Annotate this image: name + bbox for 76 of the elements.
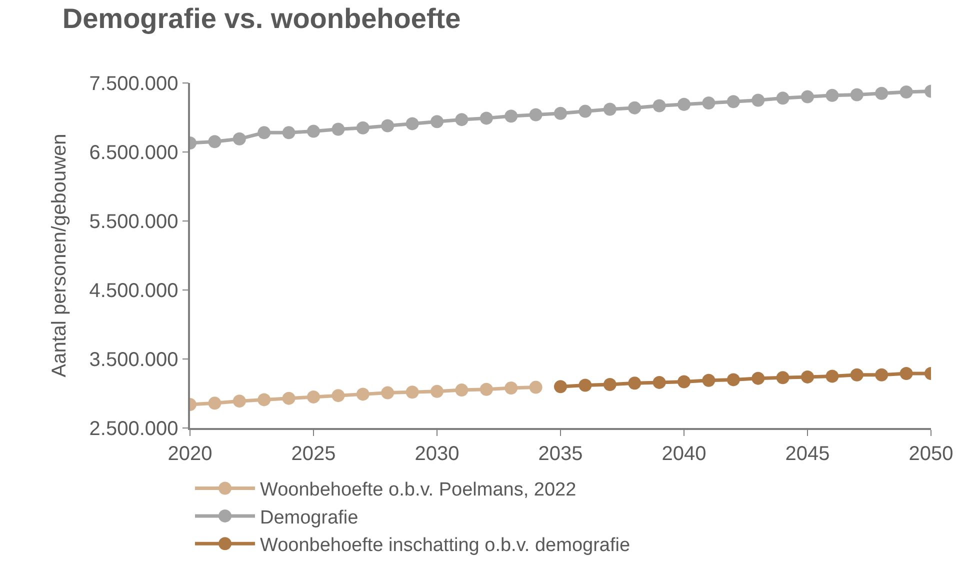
point xyxy=(455,113,468,126)
point xyxy=(504,110,518,123)
point xyxy=(702,374,716,387)
x-tick-label: 2030 xyxy=(414,442,460,465)
point xyxy=(826,370,839,383)
point xyxy=(554,380,567,394)
point xyxy=(356,388,370,401)
point xyxy=(208,396,222,410)
legend-label: Demografie xyxy=(260,507,358,528)
point xyxy=(850,88,864,102)
point xyxy=(628,101,642,114)
point xyxy=(726,95,740,108)
point xyxy=(726,373,740,386)
x-tick-label: 2025 xyxy=(291,442,336,465)
chart-title: Demografie vs. woonbehoefte xyxy=(62,3,461,34)
x-tick-label: 2050 xyxy=(908,442,954,465)
point xyxy=(406,117,419,130)
point xyxy=(381,119,394,132)
point xyxy=(776,92,790,105)
point xyxy=(430,384,444,398)
y-tick-label: 5.500.000 xyxy=(89,211,178,233)
point xyxy=(529,108,542,122)
point xyxy=(603,378,616,392)
point xyxy=(332,122,345,136)
point xyxy=(578,378,592,392)
point xyxy=(529,380,542,394)
x-tick-label: 2045 xyxy=(785,442,830,465)
point xyxy=(232,132,246,146)
point xyxy=(776,371,790,384)
y-tick-label: 2.500.000 xyxy=(89,418,178,440)
point xyxy=(678,98,690,111)
point xyxy=(208,135,222,148)
point xyxy=(258,126,271,140)
point xyxy=(752,372,765,385)
point xyxy=(850,368,864,382)
y-tick-label: 3.500.000 xyxy=(89,349,178,371)
point xyxy=(752,94,765,107)
point xyxy=(455,384,468,397)
point xyxy=(702,96,716,110)
point xyxy=(578,104,592,118)
point xyxy=(504,381,518,394)
point xyxy=(652,99,666,112)
x-tick-label: 2035 xyxy=(538,442,583,465)
point xyxy=(307,124,320,138)
point xyxy=(232,394,246,408)
point xyxy=(381,386,394,400)
point xyxy=(480,112,493,125)
point xyxy=(430,115,444,128)
point xyxy=(282,392,296,405)
point xyxy=(282,126,296,140)
y-tick-label: 6.500.000 xyxy=(89,142,178,164)
point xyxy=(628,376,642,390)
legend-label: Woonbehoefte inschatting o.b.v. demografie xyxy=(260,535,630,556)
point xyxy=(678,375,690,388)
point xyxy=(900,366,913,380)
point xyxy=(554,106,567,120)
point xyxy=(356,121,370,134)
point xyxy=(801,90,814,104)
legend-label: Woonbehoefte o.b.v. Poelmans, 2022 xyxy=(260,480,576,501)
point xyxy=(480,382,493,396)
point xyxy=(307,390,320,404)
point xyxy=(258,393,271,406)
x-tick-label: 2040 xyxy=(662,442,706,465)
point xyxy=(406,386,419,399)
y-tick-label: 4.500.000 xyxy=(89,280,178,302)
y-axis-title: Aantal personen/gebouwen xyxy=(48,134,70,378)
point xyxy=(875,86,888,100)
point xyxy=(826,88,839,102)
y-tick-label: 7.500.000 xyxy=(89,73,178,95)
point xyxy=(900,85,913,98)
point xyxy=(801,370,814,384)
point xyxy=(332,389,345,402)
point xyxy=(652,376,666,389)
point xyxy=(603,102,616,116)
point xyxy=(875,368,888,382)
x-tick-label: 2020 xyxy=(168,442,212,465)
